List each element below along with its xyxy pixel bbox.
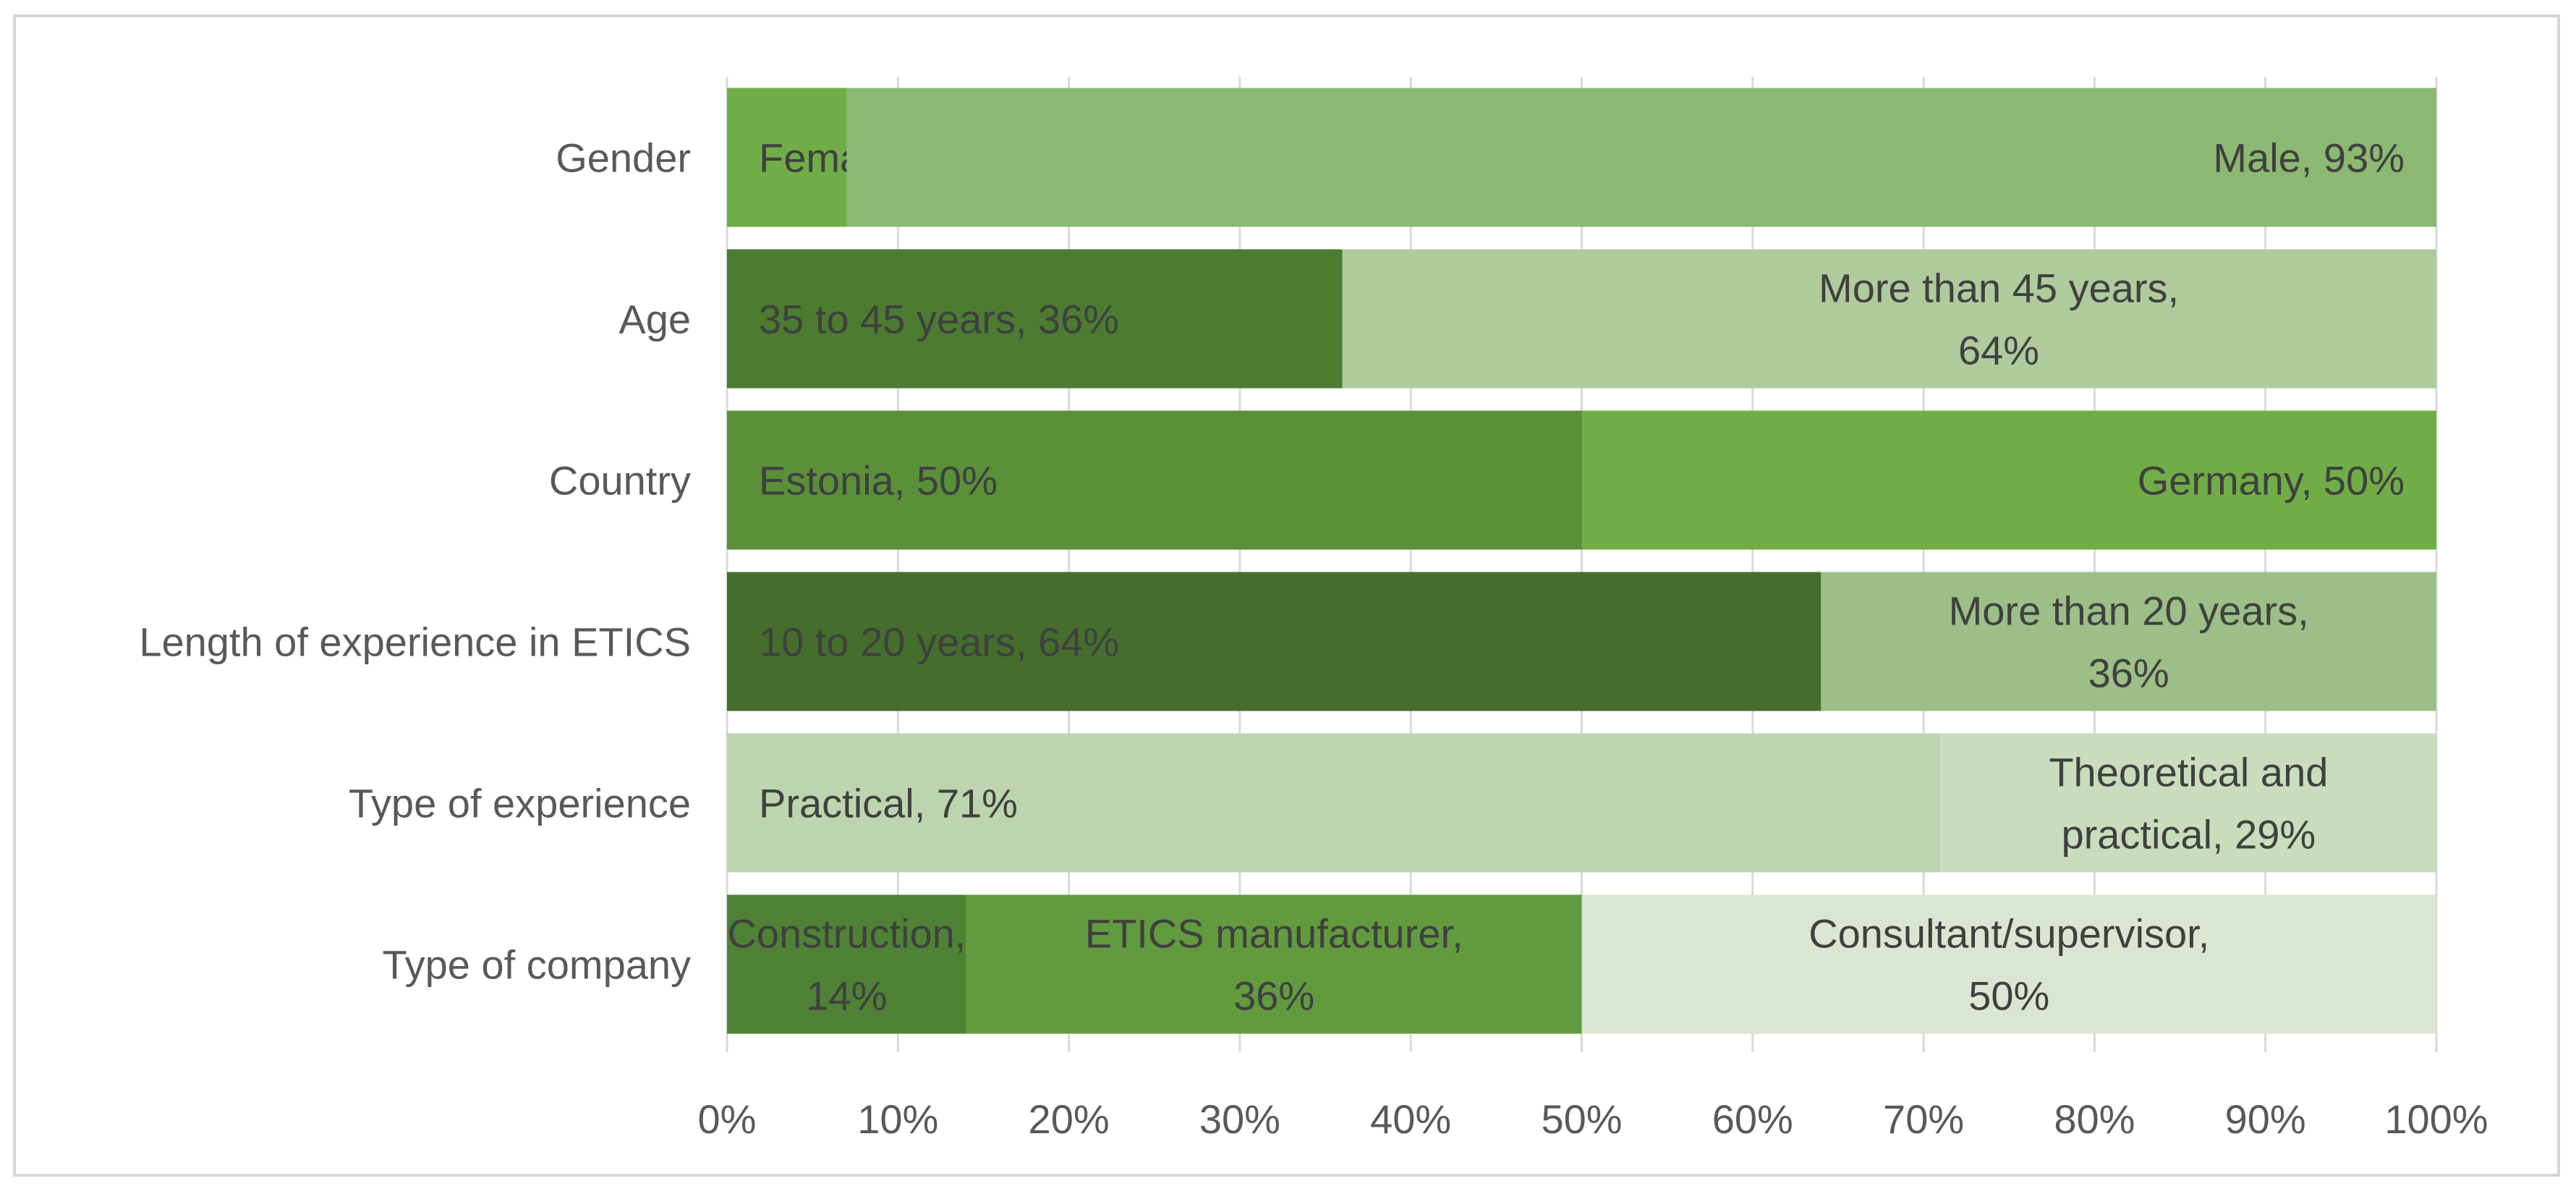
x-tick-label: 20% (1029, 1096, 1110, 1142)
data-label: More than 20 years, 36% (1949, 588, 2309, 696)
bar-segment (727, 88, 847, 227)
data-label: 10 to 20 years, 64% (759, 619, 1119, 665)
x-axis-ticks: 0% 10% 20% 30% 40% 50% 60% 70% 80% 90% 100% (698, 1096, 2488, 1142)
data-label-line: More than 20 years, (1949, 588, 2309, 634)
data-label-line: 36% (1233, 973, 1314, 1019)
data-label-line: ETICS manufacturer, (1085, 911, 1463, 957)
data-label: Construction, 14% (727, 911, 966, 1019)
bar-segment (1821, 572, 2436, 711)
category-label: Type of company (383, 942, 691, 988)
x-tick-label: 50% (1541, 1096, 1622, 1142)
stacked-bar-chart: Female, 7%Male, 93%35 to 45 years, 36%Mo… (139, 77, 2488, 1142)
bar-segment (727, 894, 966, 1034)
data-label-line: Estonia, 50% (759, 458, 998, 504)
bar-segment (1581, 410, 2436, 550)
bar-segment (846, 88, 2436, 227)
data-label-line: 14% (806, 973, 887, 1019)
bar-segment (727, 249, 1343, 389)
data-label-line: Construction, (727, 911, 966, 957)
data-label: More than 45 years, 64% (1819, 266, 2179, 373)
bar-segment (1940, 733, 2436, 873)
category-label: Age (619, 297, 691, 342)
data-label-line: practical, 29% (2061, 812, 2316, 858)
category-label: Type of experience (349, 781, 691, 826)
category-label: Country (549, 458, 691, 504)
data-label-line: 50% (1968, 973, 2049, 1019)
category-label: Gender (556, 135, 691, 181)
data-label: Theoretical and practical, 29% (2049, 750, 2328, 858)
data-label-line: Theoretical and (2049, 750, 2328, 795)
category-label: Length of experience in ETICS (139, 619, 691, 665)
x-tick-label: 90% (2225, 1096, 2306, 1142)
data-label-line: More than 45 years, (1819, 266, 2179, 311)
data-label-line: 10 to 20 years, 64% (759, 619, 1119, 665)
x-tick-label: 80% (2054, 1096, 2135, 1142)
data-label: Practical, 71% (759, 781, 1018, 826)
category-labels: Gender Age Country Length of experience in … (139, 135, 691, 988)
data-label: ETICS manufacturer, 36% (1085, 911, 1463, 1019)
bar-segment (1342, 249, 2436, 389)
bar-segment (727, 572, 1822, 711)
data-label-line: Male, 93% (2213, 135, 2405, 181)
data-label: Estonia, 50% (759, 458, 998, 504)
bar-segment (727, 410, 1582, 550)
data-label-line: 36% (2088, 651, 2169, 696)
x-tick-label: 60% (1712, 1096, 1793, 1142)
bar-segment (727, 733, 1941, 873)
x-tick-label: 0% (698, 1096, 757, 1142)
gridlines (726, 77, 2438, 1052)
chart-frame: Female, 7%Male, 93%35 to 45 years, 36%Mo… (13, 14, 2560, 1177)
data-label: Consultant/supervisor, 50% (1808, 911, 2209, 1019)
x-tick-label: 30% (1199, 1096, 1280, 1142)
data-label-line: 35 to 45 years, 36% (759, 297, 1119, 342)
data-label-line: Germany, 50% (2138, 458, 2405, 504)
data-label-line: Consultant/supervisor, (1808, 911, 2209, 957)
x-tick-label: 40% (1370, 1096, 1451, 1142)
data-label: Germany, 50% (2138, 458, 2405, 504)
x-tick-label: 70% (1883, 1096, 1964, 1142)
data-label-line: Practical, 71% (759, 781, 1018, 826)
data-label: 35 to 45 years, 36% (759, 297, 1119, 342)
x-tick-label: 100% (2384, 1096, 2488, 1142)
bar-segment (966, 894, 1582, 1034)
x-tick-label: 10% (857, 1096, 938, 1142)
bars: Female, 7%Male, 93%35 to 45 years, 36%Mo… (727, 88, 2436, 1034)
data-label: Male, 93% (2213, 135, 2405, 181)
data-label-line: 64% (1958, 328, 2039, 373)
bar-segment (1581, 894, 2436, 1034)
